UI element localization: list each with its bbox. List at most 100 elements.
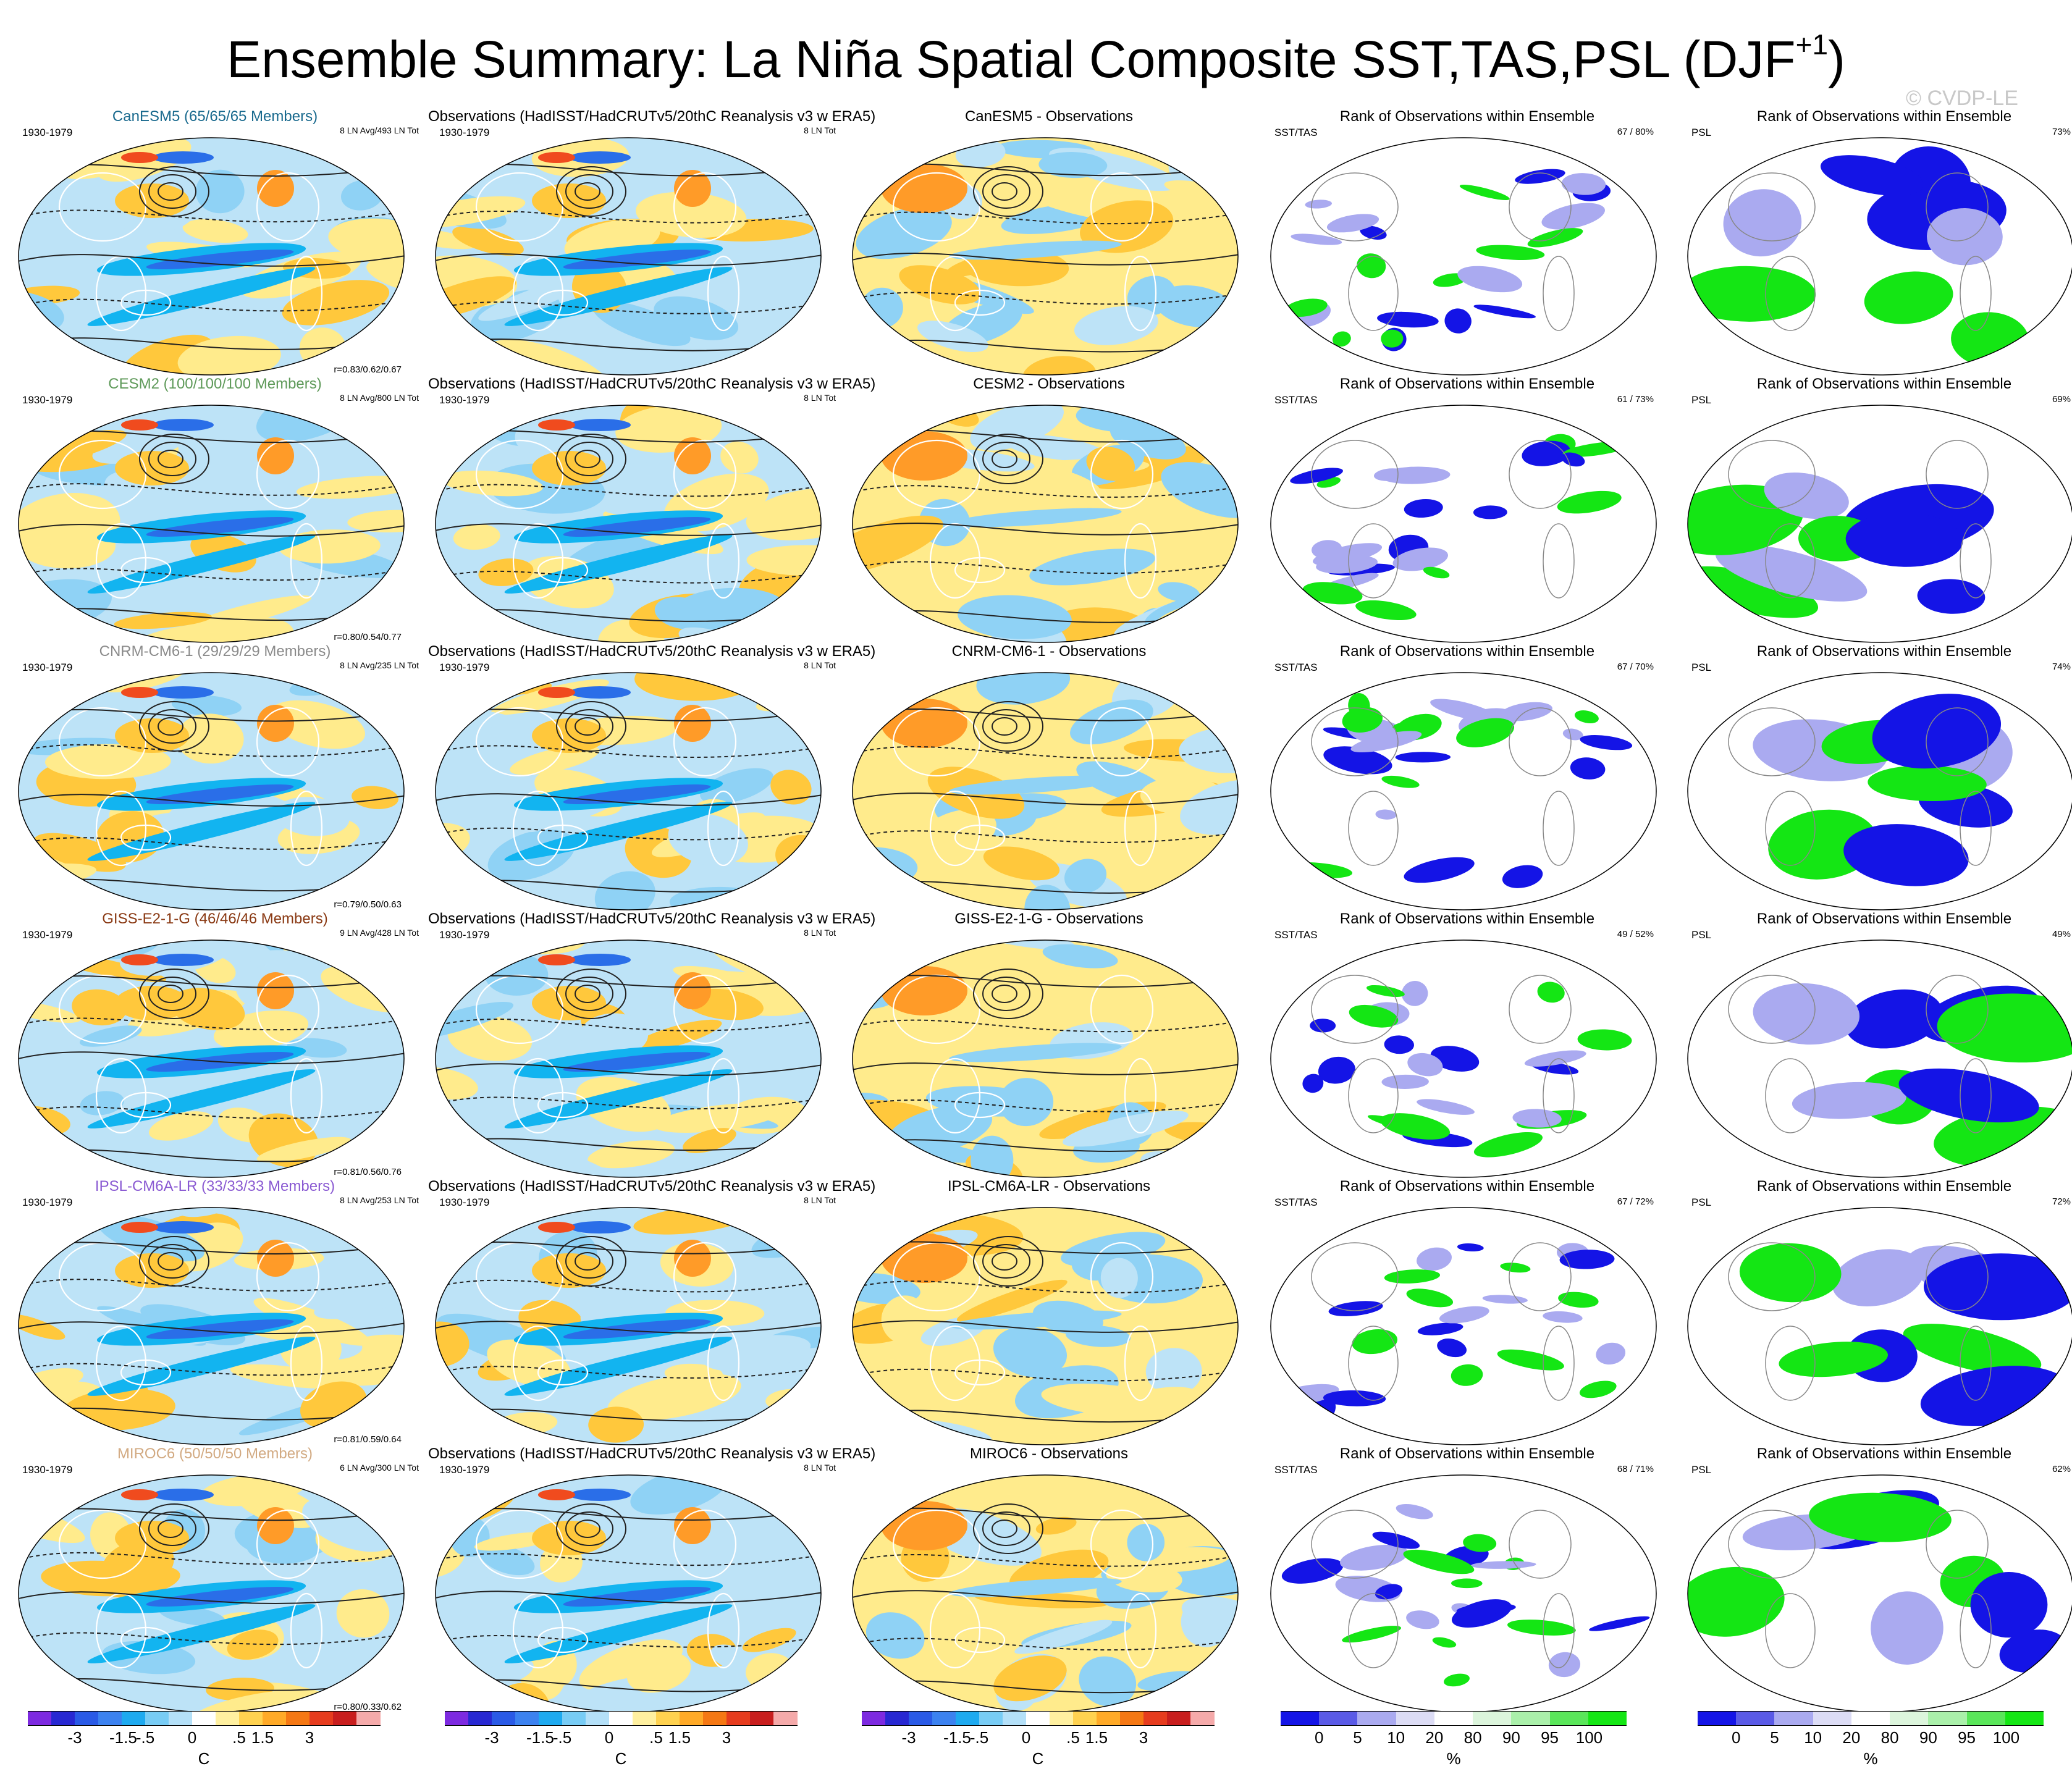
aleutian-contour [973, 166, 1043, 217]
south-pacific-cold-band [87, 1337, 316, 1396]
panel-r1-c0: CESM2 (100/100/100 Members) 1930-1979 8 LN… [11, 376, 419, 643]
aleutian-contour [148, 709, 196, 744]
map-border [1270, 1207, 1657, 1445]
continent-outline [1926, 440, 1989, 509]
difference-title: CanESM5 - Observations [964, 108, 1134, 125]
map-obs [435, 672, 822, 910]
continent-outline [1926, 1510, 1989, 1579]
event-count: 8 LN Tot [804, 1463, 836, 1473]
rank-region [1395, 752, 1451, 763]
rank-region [1396, 1503, 1433, 1519]
colorbar-swatch [2005, 1711, 2044, 1726]
colorbar-tick: -.5 [969, 1728, 989, 1747]
psl-contour [853, 1320, 1238, 1333]
colorbar-tick: .5 [1066, 1728, 1080, 1747]
map-container [850, 668, 1240, 918]
panel-r1-c1: Observations (HadISST/HadCRUTv5/20thC Re… [428, 376, 875, 643]
event-count: 8 LN Avg/493 LN Tot [340, 125, 419, 135]
aleutian-contour [565, 1244, 613, 1279]
shading-region [853, 1209, 909, 1236]
rank-title: Rank of Observations within Ensemble [1756, 1445, 2012, 1462]
psl-contour [853, 1019, 1238, 1033]
page-title: Ensemble Summary: La Niña Spatial Compos… [226, 28, 1846, 88]
rank-region [1357, 253, 1386, 279]
map-border [435, 405, 822, 643]
north-america-warm [257, 705, 294, 742]
continent-outline [1124, 1592, 1157, 1669]
colorbar-swatch [356, 1711, 381, 1726]
colorbar-tick: 3 [305, 1728, 314, 1747]
continent-outline [1960, 523, 1992, 599]
continent-outline [929, 790, 981, 867]
event-count: 8 LN Avg/253 LN Tot [340, 1195, 419, 1205]
psl-contour [436, 570, 821, 584]
colorbar-swatch [1774, 1711, 1814, 1726]
north-america-warm [674, 972, 711, 1009]
rank-region [1764, 473, 1849, 519]
aleutian-contour [148, 977, 196, 1011]
rank-title: Rank of Observations within Ensemble [1756, 643, 2012, 660]
continent-outline [1765, 1326, 1816, 1401]
north-america-warm [257, 1507, 294, 1544]
colorbar-swatch [1396, 1711, 1435, 1726]
colorbar-unit: % [1446, 1749, 1461, 1768]
shading-region [479, 1544, 535, 1576]
continent-outline [1311, 172, 1399, 242]
shading-region [654, 1103, 783, 1133]
continent-outline [256, 439, 320, 510]
map-border [435, 672, 822, 910]
equatorial-diff [949, 508, 1122, 527]
psl-contour [436, 745, 821, 758]
panel-r4-c3: Rank of Observations within Ensemble SST/… [1263, 1178, 1671, 1445]
rank-title: Rank of Observations within Ensemble [1339, 643, 1595, 660]
colorbar-swatch [750, 1711, 774, 1726]
continent-outline [256, 707, 320, 777]
siberia-warm [121, 687, 158, 698]
continent-outline [1311, 440, 1399, 509]
south-pacific-cold-band [504, 802, 733, 861]
shading-region [436, 1001, 514, 1040]
south-pacific-cold-band [504, 534, 733, 594]
continent-outline [1090, 974, 1154, 1044]
continent-outline [1090, 439, 1154, 510]
ensemble-title: CNRM-CM6-1 (29/29/29 Members) [99, 643, 331, 660]
aleutian-contour [148, 1511, 196, 1546]
rank-region [1473, 505, 1507, 519]
shading-region [436, 940, 492, 964]
continent-outline [707, 1325, 740, 1402]
map-temp [18, 1474, 405, 1713]
continent-outline [1728, 440, 1816, 509]
rank-region [1323, 1390, 1386, 1406]
continent-outline [120, 1091, 172, 1119]
shading-region [72, 989, 127, 1026]
psl-contour [436, 253, 821, 266]
psl-contour [19, 794, 404, 807]
colorbar-tick: 5 [1353, 1728, 1362, 1747]
rank-region [1843, 824, 1969, 886]
continent-outline [673, 1242, 737, 1312]
rank-variable-label: SST/TAS [1274, 127, 1318, 138]
shading-region [588, 1406, 644, 1443]
continent-outline [475, 1509, 564, 1579]
rank-region [1407, 1053, 1443, 1077]
map-obs [435, 939, 822, 1178]
shading-region [1042, 944, 1118, 969]
period-label: 1930-1979 [22, 1196, 73, 1208]
continent-outline [1926, 707, 1989, 776]
shading-region [352, 786, 398, 809]
colorbar-swatch [28, 1711, 52, 1726]
psl-contour [853, 1554, 1238, 1567]
colorbar-swatch [216, 1711, 240, 1726]
shading-region [171, 695, 242, 717]
rank-variable-label: SST/TAS [1274, 1464, 1318, 1476]
colorbar-swatch [122, 1711, 146, 1726]
rank-region [1716, 544, 1868, 602]
shading-region [19, 1402, 64, 1444]
psl-contour [436, 1096, 821, 1110]
colorbar-tick: 95 [1958, 1728, 1976, 1747]
arctic-anomaly [152, 954, 214, 966]
shading-region [993, 1326, 1067, 1377]
rank-region [1470, 1561, 1536, 1569]
continent-outline [512, 1057, 564, 1134]
rank-region [1380, 1113, 1450, 1140]
